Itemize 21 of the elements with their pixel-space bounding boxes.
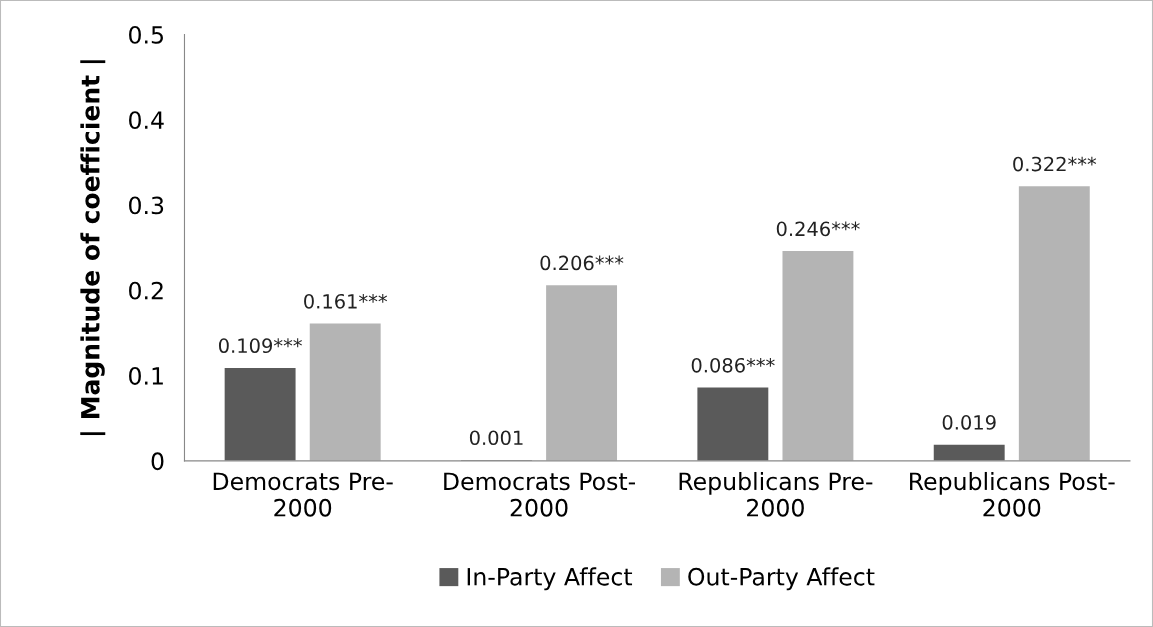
data-label: 0.019 [942,415,996,430]
data-label: 0.206*** [540,255,624,271]
x-tick-label: Republicans Post- 2000 [910,471,1115,517]
data-label: 0.001 [469,430,523,446]
legend-label: In-Party Affect [467,567,633,591]
y-tick-label: 0.5 [129,25,163,44]
y-tick-label: 0.3 [129,196,164,215]
y-tick-label: 0 [151,452,164,471]
y-tick-label: 0.2 [129,281,163,300]
y-tick-label: 0.1 [129,367,163,385]
x-tick-label: Republicans Pre- 2000 [679,471,873,517]
y-axis-title: | Magnitude of coefficient | [80,60,106,436]
data-label: 0.161*** [304,293,388,309]
y-tick-label: 0.4 [129,111,164,130]
data-label: 0.109*** [218,338,302,354]
legend-label: Out-Party Affect [688,567,875,591]
data-label: 0.322*** [1013,156,1097,172]
x-tick-label: Democrats Post- 2000 [444,472,636,517]
x-tick-label: Democrats Pre- 2000 [213,472,393,517]
data-label: 0.086*** [691,357,775,373]
data-label: 0.246*** [776,221,860,237]
